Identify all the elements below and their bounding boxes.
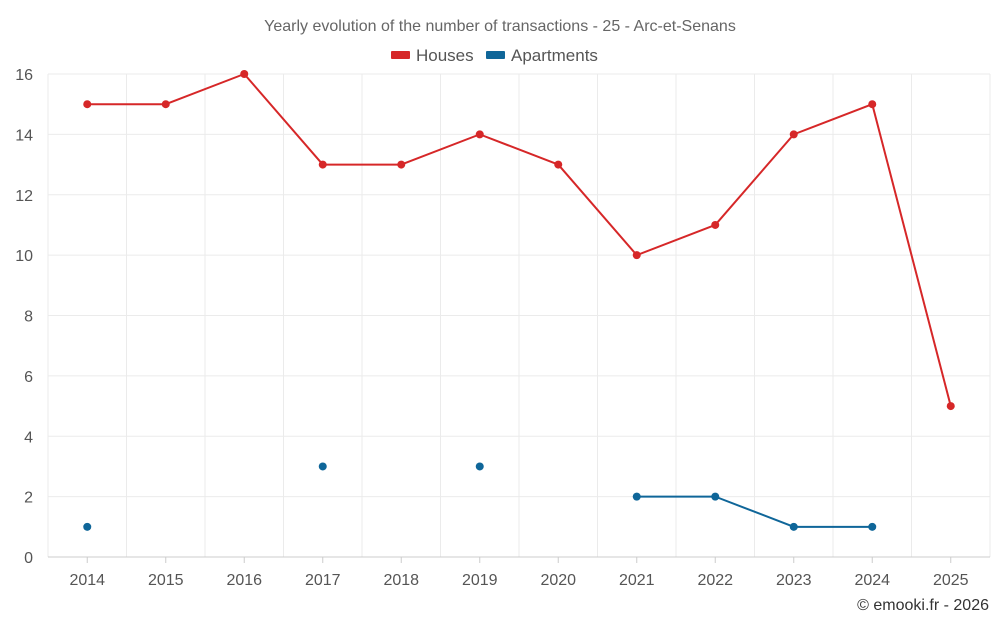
x-tick-label: 2022 [697,572,733,589]
y-tick-label: 16 [15,67,33,84]
data-point-houses[interactable] [83,100,92,109]
grid [47,73,991,557]
credit-text: © emooki.fr - 2026 [857,597,989,614]
x-tick-label: 2023 [776,572,812,589]
data-point-apartments[interactable] [632,492,641,501]
axes: 0 2 4 6 8 10 12 14 16 2014 2015 2016 2017 2018 2019 202… [15,67,990,589]
legend-item-apartments[interactable]: Apartments [486,46,598,65]
data-point-apartments[interactable] [789,522,798,531]
data-point-houses[interactable] [632,251,641,260]
series-line-houses [87,73,952,407]
y-tick-label: 4 [24,429,33,446]
data-point-houses[interactable] [711,220,720,229]
y-tick-label: 0 [24,550,33,567]
x-tick-label: 2019 [462,572,498,589]
x-tick-label: 2024 [854,572,890,589]
data-point-houses[interactable] [475,130,484,139]
legend-swatch-houses [391,51,410,59]
data-point-houses[interactable] [397,160,406,169]
legend-label-houses: Houses [416,46,474,65]
y-tick-label: 10 [15,248,33,265]
legend-label-apartments: Apartments [511,46,598,65]
data-point-houses[interactable] [240,70,249,78]
y-tick-label: 12 [15,188,33,205]
data-point-apartments[interactable] [318,462,327,471]
y-tick-label: 14 [15,127,33,144]
y-tick-label: 6 [24,369,33,386]
y-tick-label: 8 [24,309,33,326]
x-tick-label: 2014 [69,572,105,589]
x-tick-label: 2017 [305,572,341,589]
chart-title: Yearly evolution of the number of transa… [264,18,736,35]
data-point-houses[interactable] [868,100,877,109]
y-tick-label: 2 [24,490,33,507]
data-point-apartments[interactable] [475,462,484,471]
series-line-apartments [636,495,873,528]
x-tick-label: 2025 [933,572,969,589]
x-tick-label: 2015 [148,572,184,589]
data-point-apartments[interactable] [868,522,877,531]
data-point-apartments[interactable] [83,522,92,531]
x-tick-label: 2020 [540,572,576,589]
series [83,70,955,531]
x-tick-label: 2018 [383,572,419,589]
series-houses [83,70,955,411]
legend-swatch-apartments [486,51,505,59]
legend-item-houses[interactable]: Houses [391,46,474,65]
legend: Houses Apartments [391,46,598,65]
data-point-houses[interactable] [554,160,563,169]
x-tick-label: 2016 [226,572,262,589]
data-point-houses[interactable] [161,100,170,109]
data-point-houses[interactable] [318,160,327,169]
data-point-houses[interactable] [946,402,955,411]
data-point-houses[interactable] [789,130,798,139]
x-tick-label: 2021 [619,572,655,589]
data-point-apartments[interactable] [711,492,720,501]
series-apartments [83,462,877,531]
